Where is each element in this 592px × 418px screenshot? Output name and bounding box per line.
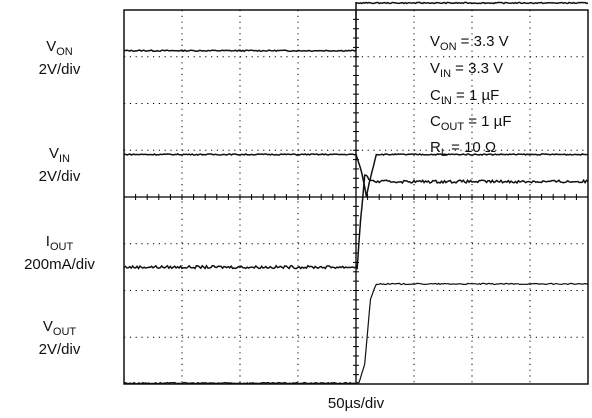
channel-subscript: OUT [52, 326, 77, 338]
channel-subscript: OUT [49, 241, 74, 253]
annotation-vin: VIN = 3.3 V [430, 60, 504, 80]
trace-vin [124, 153, 589, 197]
channel-subscript: IN [59, 153, 70, 165]
trace-von [123, 1, 589, 53]
channel-symbol: I [45, 233, 50, 250]
grid [124, 10, 588, 384]
annotation-rl: RL = 10 Ω [430, 139, 497, 159]
channel-scale: 2V/div [38, 61, 81, 78]
channel-symbol: V [46, 38, 57, 55]
channel-label-von: VON 2V/div [2, 38, 117, 79]
channel-label-iout: IOUT 200mA/div [2, 233, 117, 274]
annotation-von: VON = 3.3 V [430, 33, 509, 53]
trace-vout [123, 282, 588, 385]
annotation-cin: CIN = 1 µF [430, 87, 500, 107]
channel-scale: 200mA/div [24, 256, 95, 273]
channel-symbol: V [42, 318, 53, 335]
time-base-label: 50µs/div [327, 395, 385, 412]
channel-label-vin: VIN 2V/div [2, 145, 117, 186]
annotation-cout: COUT = 1 µF [430, 113, 512, 133]
traces [123, 1, 589, 385]
channel-label-vout: VOUT 2V/div [2, 318, 117, 359]
channel-symbol: V [48, 145, 59, 162]
channel-subscript: ON [56, 46, 73, 58]
channel-scale: 2V/div [38, 168, 81, 185]
channel-scale: 2V/div [38, 341, 81, 358]
trace-iout [123, 174, 589, 270]
